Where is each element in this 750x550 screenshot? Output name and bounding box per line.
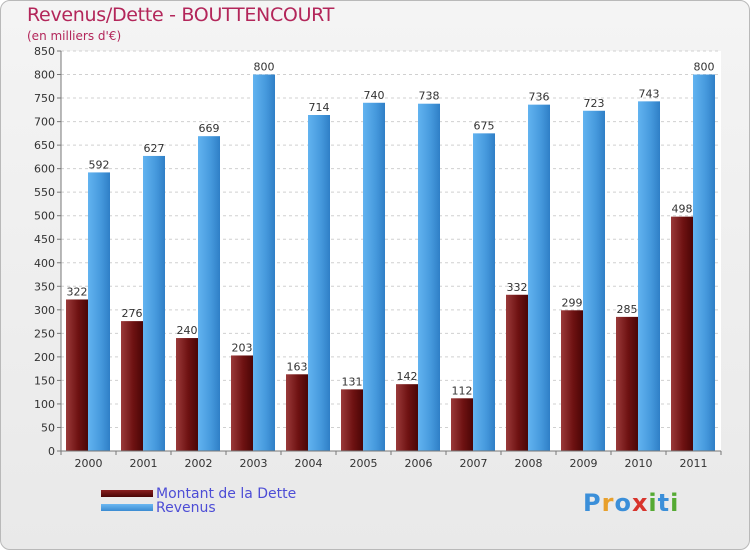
bar-revenue xyxy=(363,102,385,451)
x-tick-label: 2001 xyxy=(130,457,158,470)
logo-letter: x xyxy=(631,489,649,517)
logo-letter: o xyxy=(614,489,632,517)
legend-label-revenue: Revenus xyxy=(156,500,216,516)
x-tick-label: 2007 xyxy=(460,457,488,470)
data-label-revenue: 627 xyxy=(144,142,165,155)
legend-swatch-debt xyxy=(101,490,153,497)
data-label-debt: 322 xyxy=(67,285,88,298)
logo-letter: i xyxy=(670,489,680,517)
bar-debt xyxy=(341,389,363,451)
y-tick-label: 600 xyxy=(34,163,55,176)
y-tick-label: 100 xyxy=(34,398,55,411)
data-label-debt: 332 xyxy=(507,281,528,294)
x-tick-label: 2005 xyxy=(350,457,378,470)
proxiti-logo: Proxiti xyxy=(583,489,679,517)
data-label-revenue: 736 xyxy=(529,91,550,104)
x-tick-label: 2004 xyxy=(295,457,323,470)
bar-debt xyxy=(66,299,88,451)
bar-debt xyxy=(451,398,473,451)
data-label-revenue: 675 xyxy=(474,119,495,132)
bar-revenue xyxy=(198,136,220,452)
data-label-debt: 131 xyxy=(342,375,363,388)
data-label-revenue: 723 xyxy=(584,97,605,110)
data-label-revenue: 740 xyxy=(364,89,385,102)
y-tick-label: 800 xyxy=(34,69,55,82)
data-label-debt: 240 xyxy=(177,324,198,337)
bar-revenue xyxy=(308,115,330,451)
y-tick-label: 0 xyxy=(48,445,55,458)
legend-label-debt: Montant de la Dette xyxy=(156,486,297,502)
bar-revenue xyxy=(693,74,715,451)
data-label-revenue: 592 xyxy=(89,158,110,171)
data-label-revenue: 800 xyxy=(694,61,715,74)
data-label-debt: 142 xyxy=(397,370,418,383)
y-tick-label: 550 xyxy=(34,186,55,199)
data-label-debt: 203 xyxy=(232,341,253,354)
bar-debt xyxy=(231,355,253,451)
bar-revenue xyxy=(528,104,550,451)
y-tick-label: 400 xyxy=(34,257,55,270)
bar-debt xyxy=(176,338,198,451)
bar-revenue xyxy=(418,103,440,452)
chart-title: Revenus/Dette - BOUTTENCOURT xyxy=(27,4,335,26)
y-tick-label: 150 xyxy=(34,374,55,387)
bar-debt xyxy=(121,321,143,451)
bar-revenue xyxy=(473,133,495,451)
data-label-debt: 112 xyxy=(452,384,473,397)
y-tick-label: 450 xyxy=(34,233,55,246)
bar-revenue xyxy=(253,74,275,451)
x-tick-label: 2002 xyxy=(185,457,213,470)
data-label-revenue: 800 xyxy=(254,61,275,74)
data-label-revenue: 738 xyxy=(419,90,440,103)
y-tick-label: 700 xyxy=(34,116,55,129)
logo-letter: t xyxy=(657,489,671,517)
y-tick-label: 650 xyxy=(34,139,55,152)
logo-letter: i xyxy=(648,489,658,517)
y-tick-label: 750 xyxy=(34,92,55,105)
bar-revenue xyxy=(638,101,660,452)
bar-debt xyxy=(506,294,528,451)
bar-revenue xyxy=(143,155,165,452)
data-label-debt: 276 xyxy=(122,307,143,320)
y-tick-label: 50 xyxy=(41,421,55,434)
y-tick-label: 200 xyxy=(34,351,55,364)
bar-revenue xyxy=(583,110,605,451)
data-label-debt: 299 xyxy=(562,296,583,309)
data-label-revenue: 669 xyxy=(199,122,220,135)
data-label-revenue: 743 xyxy=(639,87,660,100)
x-tick-label: 2011 xyxy=(680,457,708,470)
data-label-debt: 163 xyxy=(287,360,308,373)
logo-letter: r xyxy=(601,489,615,517)
data-label-debt: 498 xyxy=(672,203,693,216)
y-tick-label: 300 xyxy=(34,304,55,317)
x-tick-label: 2006 xyxy=(405,457,433,470)
chart-subtitle: (en milliers d'€) xyxy=(27,29,122,43)
logo-letter: P xyxy=(583,489,602,517)
x-tick-label: 2003 xyxy=(240,457,268,470)
bar-debt xyxy=(286,374,308,451)
bar-debt xyxy=(561,310,583,451)
bar-debt xyxy=(671,216,693,451)
data-label-revenue: 714 xyxy=(309,101,330,114)
plot-area xyxy=(61,51,721,451)
x-tick-label: 2008 xyxy=(515,457,543,470)
bar-revenue xyxy=(88,172,110,452)
x-tick-label: 2010 xyxy=(625,457,653,470)
bar-debt xyxy=(616,316,638,451)
y-tick-label: 500 xyxy=(34,210,55,223)
bar-debt xyxy=(396,384,418,451)
legend-swatch-revenue xyxy=(101,504,153,511)
data-label-debt: 285 xyxy=(617,303,638,316)
y-tick-label: 350 xyxy=(34,280,55,293)
x-tick-label: 2000 xyxy=(75,457,103,470)
y-tick-label: 250 xyxy=(34,327,55,340)
x-tick-label: 2009 xyxy=(570,457,598,470)
y-tick-label: 850 xyxy=(34,45,55,58)
